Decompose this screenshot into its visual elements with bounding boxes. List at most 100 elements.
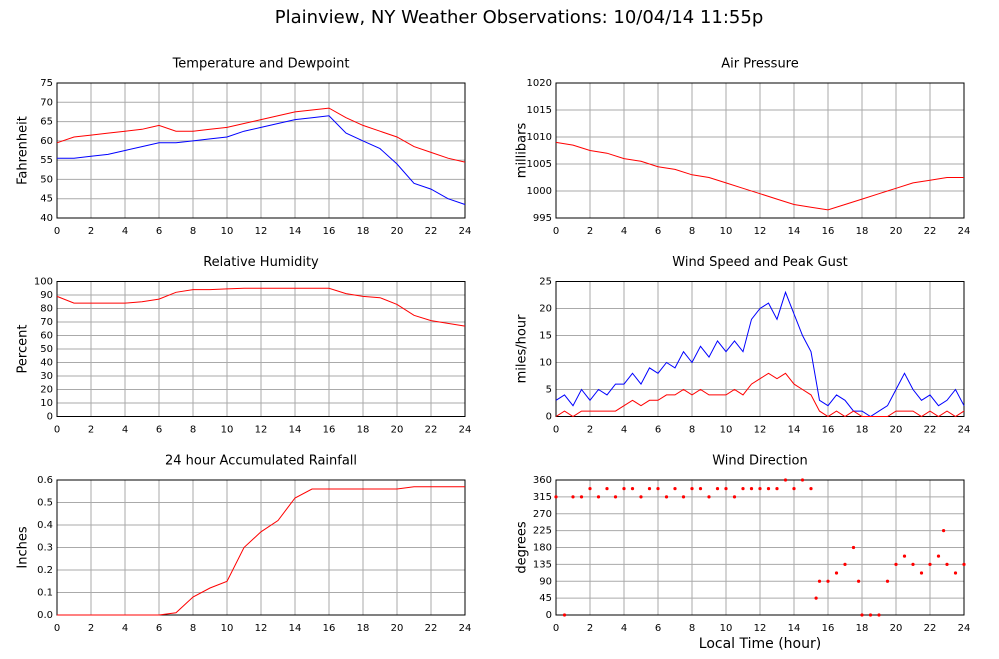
y-tick-label: 55 [40, 155, 53, 166]
x-tick-label: 8 [689, 623, 695, 634]
data-point [664, 495, 669, 499]
x-tick-label: 4 [122, 425, 128, 436]
x-tick-label: 20 [890, 623, 903, 634]
data-point [724, 487, 728, 491]
x-tick-label: 4 [122, 623, 128, 634]
x-tick-label: 0 [553, 623, 559, 634]
y-tick-label: 40 [40, 213, 53, 224]
y-tick-label: 65 [40, 117, 53, 128]
data-line [57, 115, 466, 205]
data-line [555, 372, 965, 418]
x-tick-label: 8 [190, 226, 196, 237]
x-tick-label: 6 [655, 623, 661, 634]
plot-frame [56, 82, 466, 219]
x-tick-label: 2 [587, 226, 593, 237]
x-tick-label: 16 [323, 623, 336, 634]
y-tick-label: 50 [40, 344, 53, 355]
y-tick-label: 80 [40, 304, 53, 315]
data-line [56, 287, 466, 327]
data-point [814, 596, 818, 600]
y-tick-label: 40 [40, 358, 53, 369]
x-tick-label: 24 [958, 623, 971, 634]
y-tick-label: 75 [40, 78, 53, 89]
x-tick-label: 2 [587, 623, 593, 634]
data-point [860, 613, 864, 617]
x-tick-label: 18 [856, 623, 869, 634]
y-tick-label: 0 [546, 412, 552, 423]
y-tick-label: 5 [546, 385, 552, 396]
y-tick-label: 60 [40, 331, 53, 342]
data-point [715, 487, 720, 491]
y-tick-label: 50 [40, 174, 53, 185]
x-tick-label: 20 [890, 425, 903, 436]
data-point [588, 487, 592, 491]
x-tick-label: 14 [289, 623, 302, 634]
data-point [877, 613, 881, 617]
y-axis-label: miles/hour [515, 314, 530, 383]
x-tick-label: 14 [289, 226, 302, 237]
x-tick-label: 8 [190, 623, 196, 634]
x-tick-label: 22 [924, 226, 937, 237]
y-tick-label: 90 [539, 576, 552, 587]
y-tick-label: 70 [40, 97, 53, 108]
x-tick-label: 16 [323, 425, 336, 436]
x-tick-label: 10 [221, 425, 234, 436]
x-tick-label: 14 [788, 226, 801, 237]
x-tick-label: 4 [621, 425, 627, 436]
data-point [775, 487, 779, 491]
y-axis-label: Inches [16, 526, 31, 568]
data-point [857, 579, 861, 583]
x-tick-label: 20 [391, 226, 404, 237]
y-axis-label: Fahrenheit [16, 116, 31, 185]
x-tick-label: 10 [720, 623, 733, 634]
y-tick-label: 15 [539, 331, 552, 342]
data-point [741, 487, 745, 491]
data-point [902, 554, 907, 558]
x-tick-label: 24 [459, 226, 472, 237]
y-tick-label: 0 [546, 610, 552, 621]
data-point [605, 487, 609, 491]
x-tick-label: 6 [156, 226, 162, 237]
x-tick-label: 20 [391, 623, 404, 634]
y-tick-label: 10 [539, 358, 552, 369]
plot-frame [555, 281, 965, 417]
x-tick-label: 24 [459, 425, 472, 436]
x-tick-label: 6 [655, 226, 661, 237]
chart-title: Air Pressure [721, 57, 799, 72]
chart-title: Relative Humidity [203, 255, 319, 270]
x-tick-label: 22 [924, 623, 937, 634]
x-tick-label: 0 [54, 226, 60, 237]
x-tick-label: 4 [621, 623, 627, 634]
chart-title: Temperature and Dewpoint [172, 57, 350, 72]
y-tick-label: 20 [40, 385, 53, 396]
x-tick-label: 18 [357, 425, 370, 436]
y-tick-label: 10 [40, 398, 53, 409]
y-tick-label: 0.2 [37, 565, 53, 576]
data-point [919, 571, 924, 575]
x-tick-label: 22 [425, 226, 438, 237]
data-point [690, 487, 694, 491]
data-point [928, 562, 932, 566]
x-tick-label: 10 [221, 623, 234, 634]
y-axis-label: millibars [515, 123, 530, 179]
x-tick-label: 8 [689, 226, 695, 237]
x-tick-label: 0 [54, 425, 60, 436]
data-point [622, 487, 626, 491]
data-point [834, 571, 839, 575]
data-point [647, 487, 652, 491]
data-point [953, 571, 958, 575]
x-tick-label: 14 [788, 623, 801, 634]
y-tick-label: 270 [533, 509, 552, 520]
data-line [555, 290, 965, 418]
chart-title: 24 hour Accumulated Rainfall [165, 454, 357, 469]
y-tick-label: 315 [533, 492, 552, 503]
y-tick-label: 30 [40, 371, 53, 382]
x-tick-label: 18 [856, 226, 869, 237]
x-tick-label: 4 [621, 226, 627, 237]
y-tick-label: 100 [34, 277, 53, 288]
data-point [673, 487, 677, 491]
y-tick-label: 45 [539, 593, 552, 604]
y-tick-label: 70 [40, 317, 53, 328]
data-point [885, 579, 890, 583]
y-tick-label: 360 [533, 475, 552, 486]
